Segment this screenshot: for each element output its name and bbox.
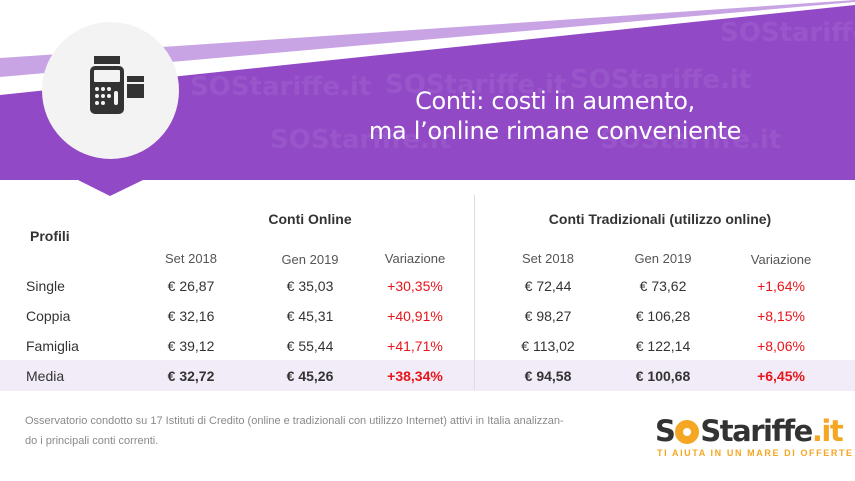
logo-wordmark: S Stariffe.it xyxy=(655,414,844,448)
watermark: SOStariffe.it xyxy=(190,72,372,102)
variation-cell: +8,15% xyxy=(757,308,805,324)
variation-cell: +1,64% xyxy=(757,278,805,294)
lifebuoy-icon xyxy=(675,420,700,444)
footnote: Osservatorio condotto su 17 Istituti di … xyxy=(25,411,625,451)
table-cell: € 45,26 xyxy=(286,368,334,384)
watermark: SOStariffe.it xyxy=(385,70,567,100)
page-title: Conti: costi in aumento, ma l’online rim… xyxy=(300,86,810,146)
table-cell: € 94,58 xyxy=(524,368,572,384)
table-cell: € 98,27 xyxy=(524,308,572,324)
media-row-highlight xyxy=(0,360,855,391)
column-header: Set 2018 xyxy=(164,251,218,266)
watermark: SOStariffe.it xyxy=(600,125,782,155)
profiles-header: Profili xyxy=(30,228,70,244)
watermark: SOStariffe.it xyxy=(720,18,855,48)
title-line-1: Conti: costi in aumento, xyxy=(415,87,695,115)
footnote-line-2: do i principali conti correnti. xyxy=(25,435,159,447)
row-label: Single xyxy=(26,278,65,294)
column-header: Gen 2019 xyxy=(281,252,339,267)
table-cell: € 32,16 xyxy=(167,308,215,324)
group-header-traditional: Conti Tradizionali (utilizzo online) xyxy=(548,211,772,227)
variation-cell: +41,71% xyxy=(387,338,443,354)
sostariffe-logo: S Stariffe.it TI AIUTA IN UN MARE DI OFFE… xyxy=(655,414,852,464)
row-label-media: Media xyxy=(26,368,65,384)
column-header: Set 2018 xyxy=(521,251,575,266)
variation-cell: +8,06% xyxy=(757,338,805,354)
column-group-divider xyxy=(474,195,475,390)
variation-cell: +30,35% xyxy=(387,278,443,294)
title-line-2: ma l’online rimane conveniente xyxy=(368,117,742,145)
variation-cell: +38,34% xyxy=(387,368,443,384)
row-label: Famiglia xyxy=(26,338,79,354)
table-cell: € 45,31 xyxy=(286,308,334,324)
column-header: Variazione xyxy=(384,251,446,266)
footnote-line-1: Osservatorio condotto su 17 Istituti di … xyxy=(25,415,564,427)
table-cell: € 35,03 xyxy=(286,278,334,294)
table-cell: € 32,72 xyxy=(167,368,215,384)
table-cell: € 26,87 xyxy=(167,278,215,294)
logo-tagline: TI AIUTA IN UN MARE DI OFFERTE xyxy=(657,448,854,458)
table-cell: € 39,12 xyxy=(167,338,215,354)
watermark: SOStariffe.it xyxy=(570,65,752,95)
table-cell: € 100,68 xyxy=(635,368,691,384)
variation-cell: +40,91% xyxy=(387,308,443,324)
icon-circle xyxy=(42,22,179,159)
table-cell: € 122,14 xyxy=(635,338,691,354)
watermark: SOStariffe.it xyxy=(270,125,452,155)
row-label: Coppia xyxy=(26,308,71,324)
column-header: Variazione xyxy=(750,252,812,267)
pos-terminal-icon xyxy=(90,56,144,114)
variation-cell: +6,45% xyxy=(757,368,805,384)
column-header: Gen 2019 xyxy=(634,251,692,266)
header-banner-background xyxy=(0,0,855,196)
table-cell: € 113,02 xyxy=(521,338,575,354)
table-cell: € 72,44 xyxy=(524,278,572,294)
table-cell: € 106,28 xyxy=(635,308,691,324)
table-cell: € 73,62 xyxy=(639,278,687,294)
group-header-online: Conti Online xyxy=(268,211,352,227)
table-cell: € 55,44 xyxy=(286,338,334,354)
